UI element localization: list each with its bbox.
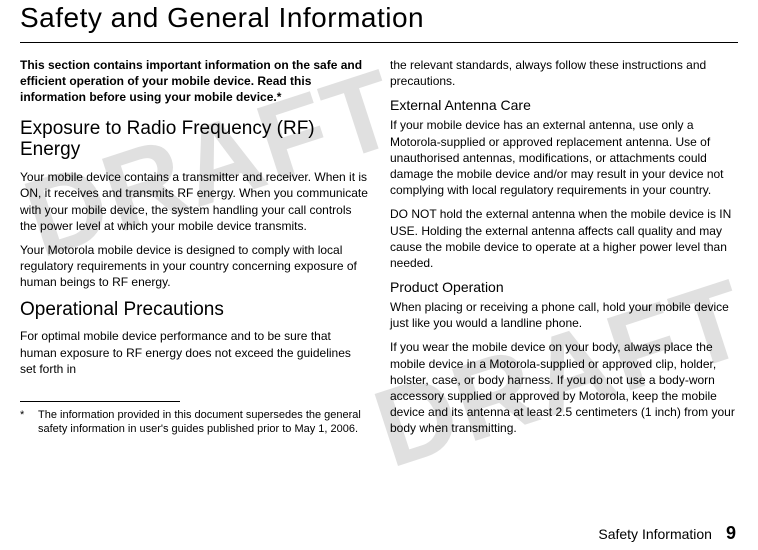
- section-heading-rf: Exposure to Radio Frequency (RF) Energy: [20, 118, 368, 162]
- footnote-rule: [20, 401, 180, 408]
- body-paragraph: If your mobile device has an external an…: [390, 117, 738, 198]
- body-paragraph: When placing or receiving a phone call, …: [390, 299, 738, 331]
- subheading-operation: Product Operation: [390, 279, 738, 295]
- page-title: Safety and General Information: [20, 0, 738, 43]
- two-column-layout: This section contains important informat…: [20, 57, 738, 445]
- right-column: the relevant standards, always follow th…: [390, 57, 738, 445]
- footer-label: Safety Information: [598, 526, 712, 542]
- body-paragraph: DO NOT hold the external antenna when th…: [390, 206, 738, 271]
- body-paragraph: Your mobile device contains a transmitte…: [20, 169, 368, 234]
- page-content: Safety and General Information This sect…: [0, 0, 758, 445]
- page-number: 9: [726, 523, 736, 544]
- body-paragraph: For optimal mobile device performance an…: [20, 328, 368, 377]
- left-column: This section contains important informat…: [20, 57, 368, 445]
- footnote-text: The information provided in this documen…: [38, 408, 368, 437]
- section-heading-precautions: Operational Precautions: [20, 299, 368, 321]
- footnote-marker: *: [20, 408, 38, 437]
- body-paragraph: Your Motorola mobile device is designed …: [20, 242, 368, 291]
- footnote: * The information provided in this docum…: [20, 408, 368, 437]
- subheading-antenna: External Antenna Care: [390, 97, 738, 113]
- page-footer: Safety Information 9: [598, 523, 736, 544]
- intro-paragraph: This section contains important informat…: [20, 57, 368, 106]
- body-paragraph: the relevant standards, always follow th…: [390, 57, 738, 89]
- body-paragraph: If you wear the mobile device on your bo…: [390, 339, 738, 436]
